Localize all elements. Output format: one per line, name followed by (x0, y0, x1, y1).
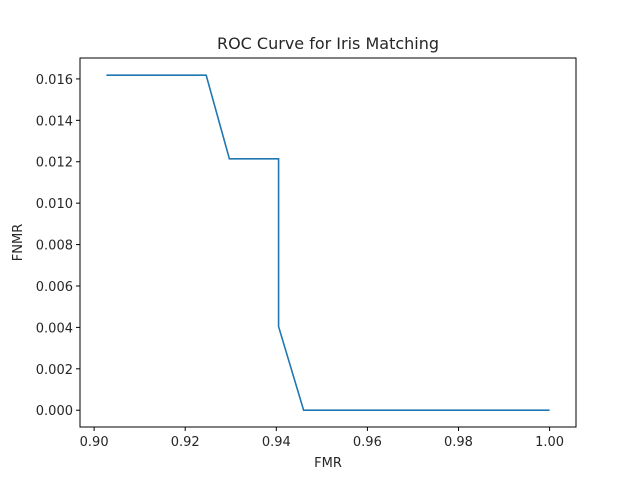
y-tick-label: 0.016 (36, 73, 73, 88)
chart-title: ROC Curve for Iris Matching (217, 34, 439, 53)
y-tick-label: 0.008 (36, 239, 73, 254)
y-tick-label: 0.002 (36, 363, 73, 378)
x-tick-label: 0.96 (353, 435, 382, 450)
roc-curve-line (106, 74, 550, 412)
x-tick-label: 0.92 (171, 435, 200, 450)
y-tick-label: 0.014 (36, 114, 73, 129)
x-tick-label: 0.94 (262, 435, 291, 450)
y-axis-label: FNMR (11, 224, 26, 261)
x-tick-label: 0.90 (80, 435, 109, 450)
y-tick-label: 0.006 (36, 280, 73, 295)
x-tick-label: 0.98 (444, 435, 473, 450)
y-tick-label: 0.012 (36, 156, 73, 171)
x-tick-label: 1.00 (535, 435, 564, 450)
plot-area: 0.90 0.92 0.94 0.96 0.98 1.00 0.000 0.002 0.004 0… (36, 73, 564, 450)
y-tick-label: 0.004 (36, 321, 73, 336)
axes-frame (79, 57, 577, 428)
y-tick-label: 0.010 (36, 197, 73, 212)
y-tick-label: 0.000 (36, 404, 73, 419)
x-axis-label: FMR (314, 456, 342, 471)
